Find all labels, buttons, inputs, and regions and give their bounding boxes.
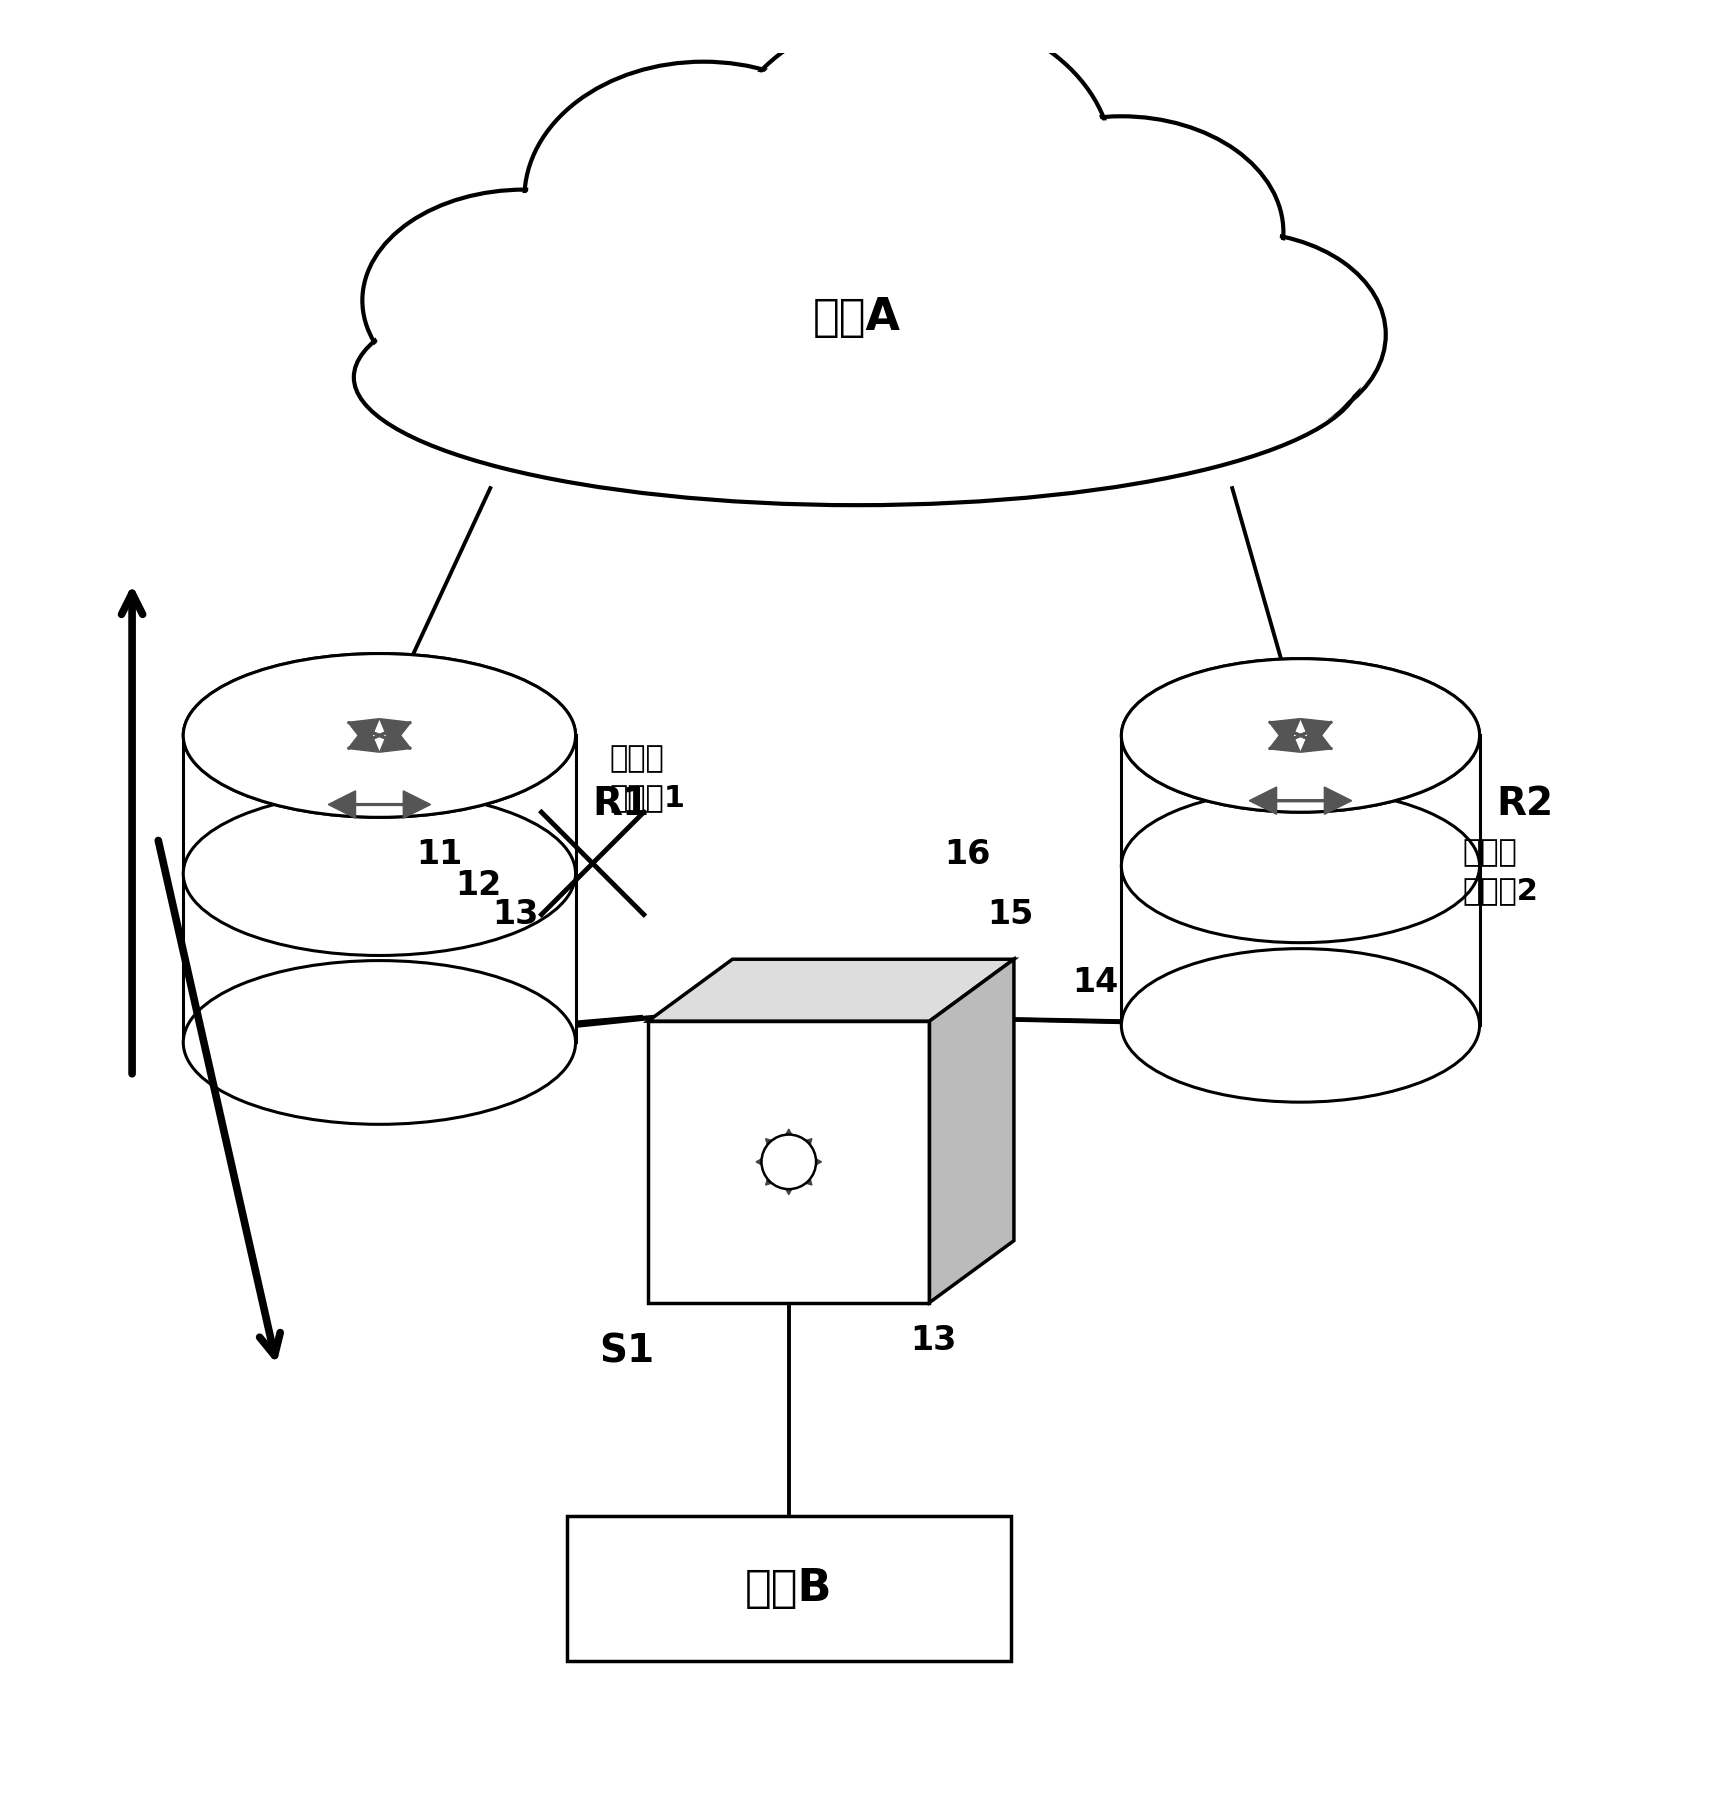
FancyArrow shape [1268,719,1332,750]
Text: 主用聚
合链路1: 主用聚 合链路1 [610,745,686,812]
FancyArrow shape [776,1129,800,1190]
FancyArrow shape [766,1142,809,1185]
Ellipse shape [183,792,576,955]
FancyArrow shape [348,721,411,752]
Ellipse shape [723,14,1109,313]
Ellipse shape [963,120,1280,344]
FancyArrow shape [1268,719,1332,750]
Ellipse shape [528,65,879,332]
Text: S1: S1 [600,1332,655,1370]
Polygon shape [1121,866,1479,1026]
Ellipse shape [183,654,576,817]
Ellipse shape [1121,790,1479,942]
Polygon shape [183,873,576,1042]
FancyArrow shape [768,1138,812,1183]
Ellipse shape [365,194,682,408]
FancyArrow shape [756,1151,818,1174]
FancyArrow shape [348,719,411,750]
Text: R1: R1 [593,785,650,823]
Text: 13: 13 [910,1325,956,1357]
Ellipse shape [1099,236,1383,433]
Text: 网络A: 网络A [812,295,902,339]
Ellipse shape [960,116,1284,348]
Text: R2: R2 [1496,785,1555,823]
Circle shape [761,1134,816,1189]
FancyArrow shape [348,721,411,752]
Bar [567,1517,1011,1662]
Polygon shape [1121,736,1479,866]
Text: 15: 15 [987,899,1034,931]
Polygon shape [648,959,1015,1022]
Text: 12: 12 [456,870,502,902]
Ellipse shape [183,960,576,1123]
FancyArrow shape [759,1151,821,1174]
Text: 11: 11 [417,839,463,872]
Ellipse shape [1121,949,1479,1102]
Bar [648,1022,929,1303]
FancyArrow shape [1268,721,1332,752]
FancyArrow shape [1260,786,1352,814]
Text: 16: 16 [944,839,991,872]
Ellipse shape [1121,660,1479,812]
Text: 14: 14 [1073,966,1119,998]
Ellipse shape [524,62,883,335]
Ellipse shape [720,11,1112,317]
Polygon shape [929,959,1015,1303]
Polygon shape [183,736,576,873]
FancyArrow shape [776,1132,800,1194]
FancyArrow shape [348,719,411,750]
Ellipse shape [362,190,686,411]
Text: 13: 13 [492,899,540,931]
Ellipse shape [1121,660,1479,812]
Text: 网络B: 网络B [746,1567,833,1609]
FancyArrow shape [338,790,430,819]
Text: 备用聚
合链路2: 备用聚 合链路2 [1462,839,1539,906]
FancyArrow shape [1250,786,1342,814]
Ellipse shape [353,250,1361,506]
Ellipse shape [357,252,1357,502]
FancyArrow shape [329,790,420,819]
FancyArrow shape [1268,721,1332,752]
FancyArrow shape [768,1142,812,1185]
FancyArrow shape [766,1138,809,1183]
Ellipse shape [1095,232,1385,437]
Ellipse shape [183,654,576,817]
